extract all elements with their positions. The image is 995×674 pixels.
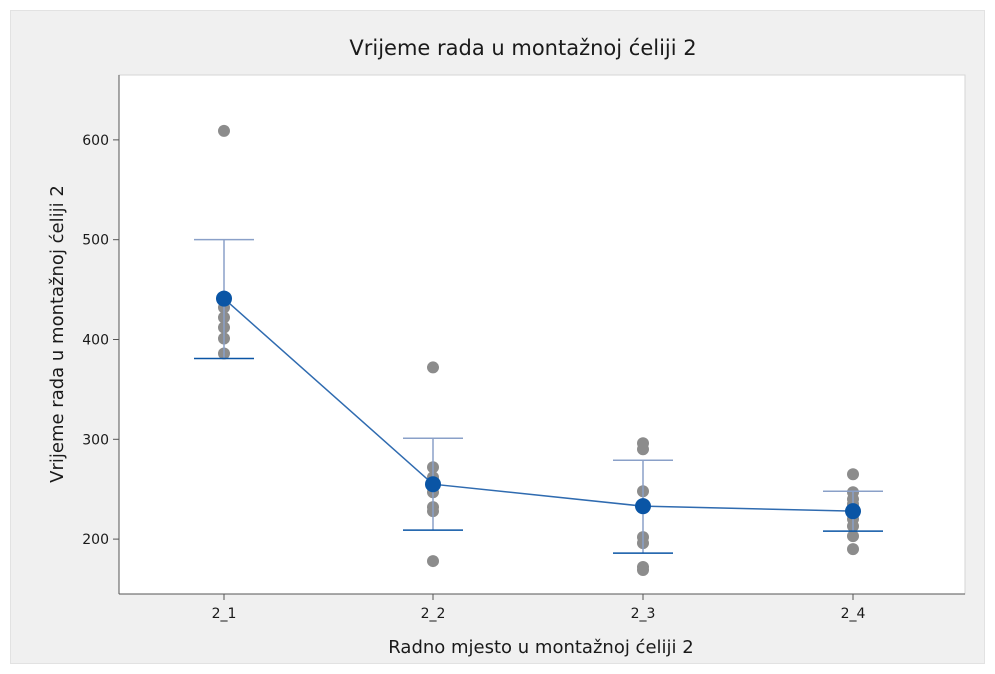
y-axis-title: Vrijeme rada u montažnoj ćeliji 2: [47, 185, 68, 483]
data-point: [427, 361, 439, 374]
chart-frame: Vrijeme rada u montažnoj ćeliji 2 200 300…: [10, 10, 985, 664]
y-tick-label: 600: [82, 133, 109, 149]
data-point: [637, 564, 649, 577]
chart-title: Vrijeme rada u montažnoj ćeliji 2: [349, 36, 696, 60]
data-point: [427, 555, 439, 568]
data-point: [847, 543, 859, 556]
x-tick-label: 2_1: [212, 606, 237, 622]
y-tick-label: 500: [82, 233, 109, 249]
data-point: [218, 124, 230, 137]
x-tick-label: 2_3: [631, 606, 656, 622]
mean-point: [216, 290, 232, 307]
plot-area: [118, 74, 966, 595]
x-tick-label: 2_2: [421, 606, 446, 622]
data-point: [847, 530, 859, 543]
y-tick-label: 400: [82, 332, 109, 348]
data-point: [847, 468, 859, 481]
x-tick-label: 2_4: [841, 606, 866, 622]
mean-point: [425, 476, 441, 493]
data-point: [637, 443, 649, 456]
y-tick-label: 200: [82, 532, 109, 548]
mean-point: [635, 498, 651, 515]
mean-point: [845, 503, 861, 520]
y-tick-label: 300: [82, 432, 109, 448]
mean-line: [223, 298, 854, 512]
interval-plot: Vrijeme rada u montažnoj ćeliji 2 200 300…: [47, 36, 966, 658]
x-axis-title: Radno mjesto u montažnoj ćeliji 2: [388, 637, 693, 658]
